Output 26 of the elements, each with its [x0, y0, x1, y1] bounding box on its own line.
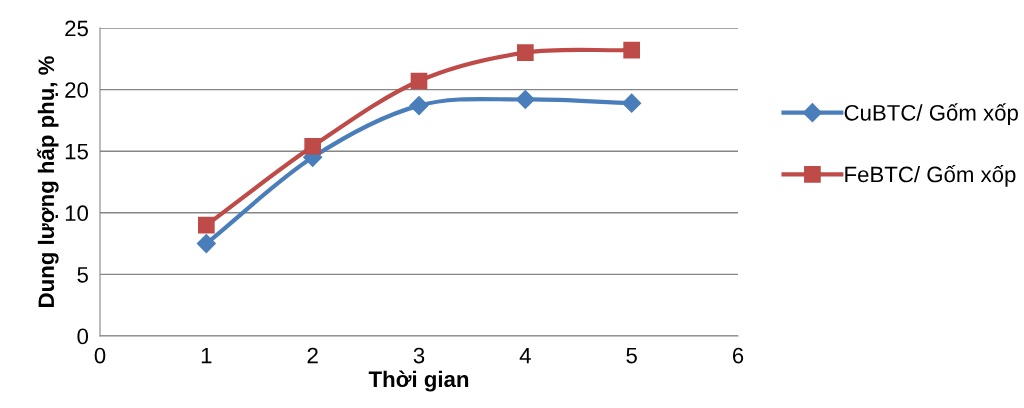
- x-tick-label: 2: [307, 347, 318, 364]
- y-tick-label: 5: [77, 267, 88, 283]
- point: [622, 93, 642, 113]
- point: [197, 216, 215, 234]
- x-tick-label: 4: [519, 347, 531, 364]
- x-tick-label: 6: [732, 347, 744, 364]
- x-axis-title: Thời gian: [368, 370, 469, 392]
- y-tick-label: 20: [65, 82, 89, 98]
- x-tick-label: 3: [413, 347, 425, 364]
- legend-label: FeBTC/ Gốm xốp: [845, 165, 1016, 187]
- point: [409, 96, 429, 116]
- y-tick-label: 10: [65, 205, 89, 222]
- point: [196, 234, 216, 254]
- x-tick-label: 1: [201, 347, 212, 364]
- point: [623, 41, 641, 59]
- y-tick-label: 15: [65, 143, 88, 160]
- legend-label: CuBTC/ Gốm xốp: [844, 103, 1018, 126]
- x-tick-label: 0: [94, 347, 106, 364]
- point: [516, 44, 534, 61]
- point: [515, 89, 535, 109]
- x-tick-label: 5: [626, 347, 637, 364]
- y-tick-label: 25: [65, 20, 88, 37]
- y-tick-label: 0: [77, 328, 89, 345]
- y-axis-title: Dung lượng hấp phụ, %: [36, 56, 59, 307]
- point: [304, 137, 322, 155]
- point: [410, 72, 428, 90]
